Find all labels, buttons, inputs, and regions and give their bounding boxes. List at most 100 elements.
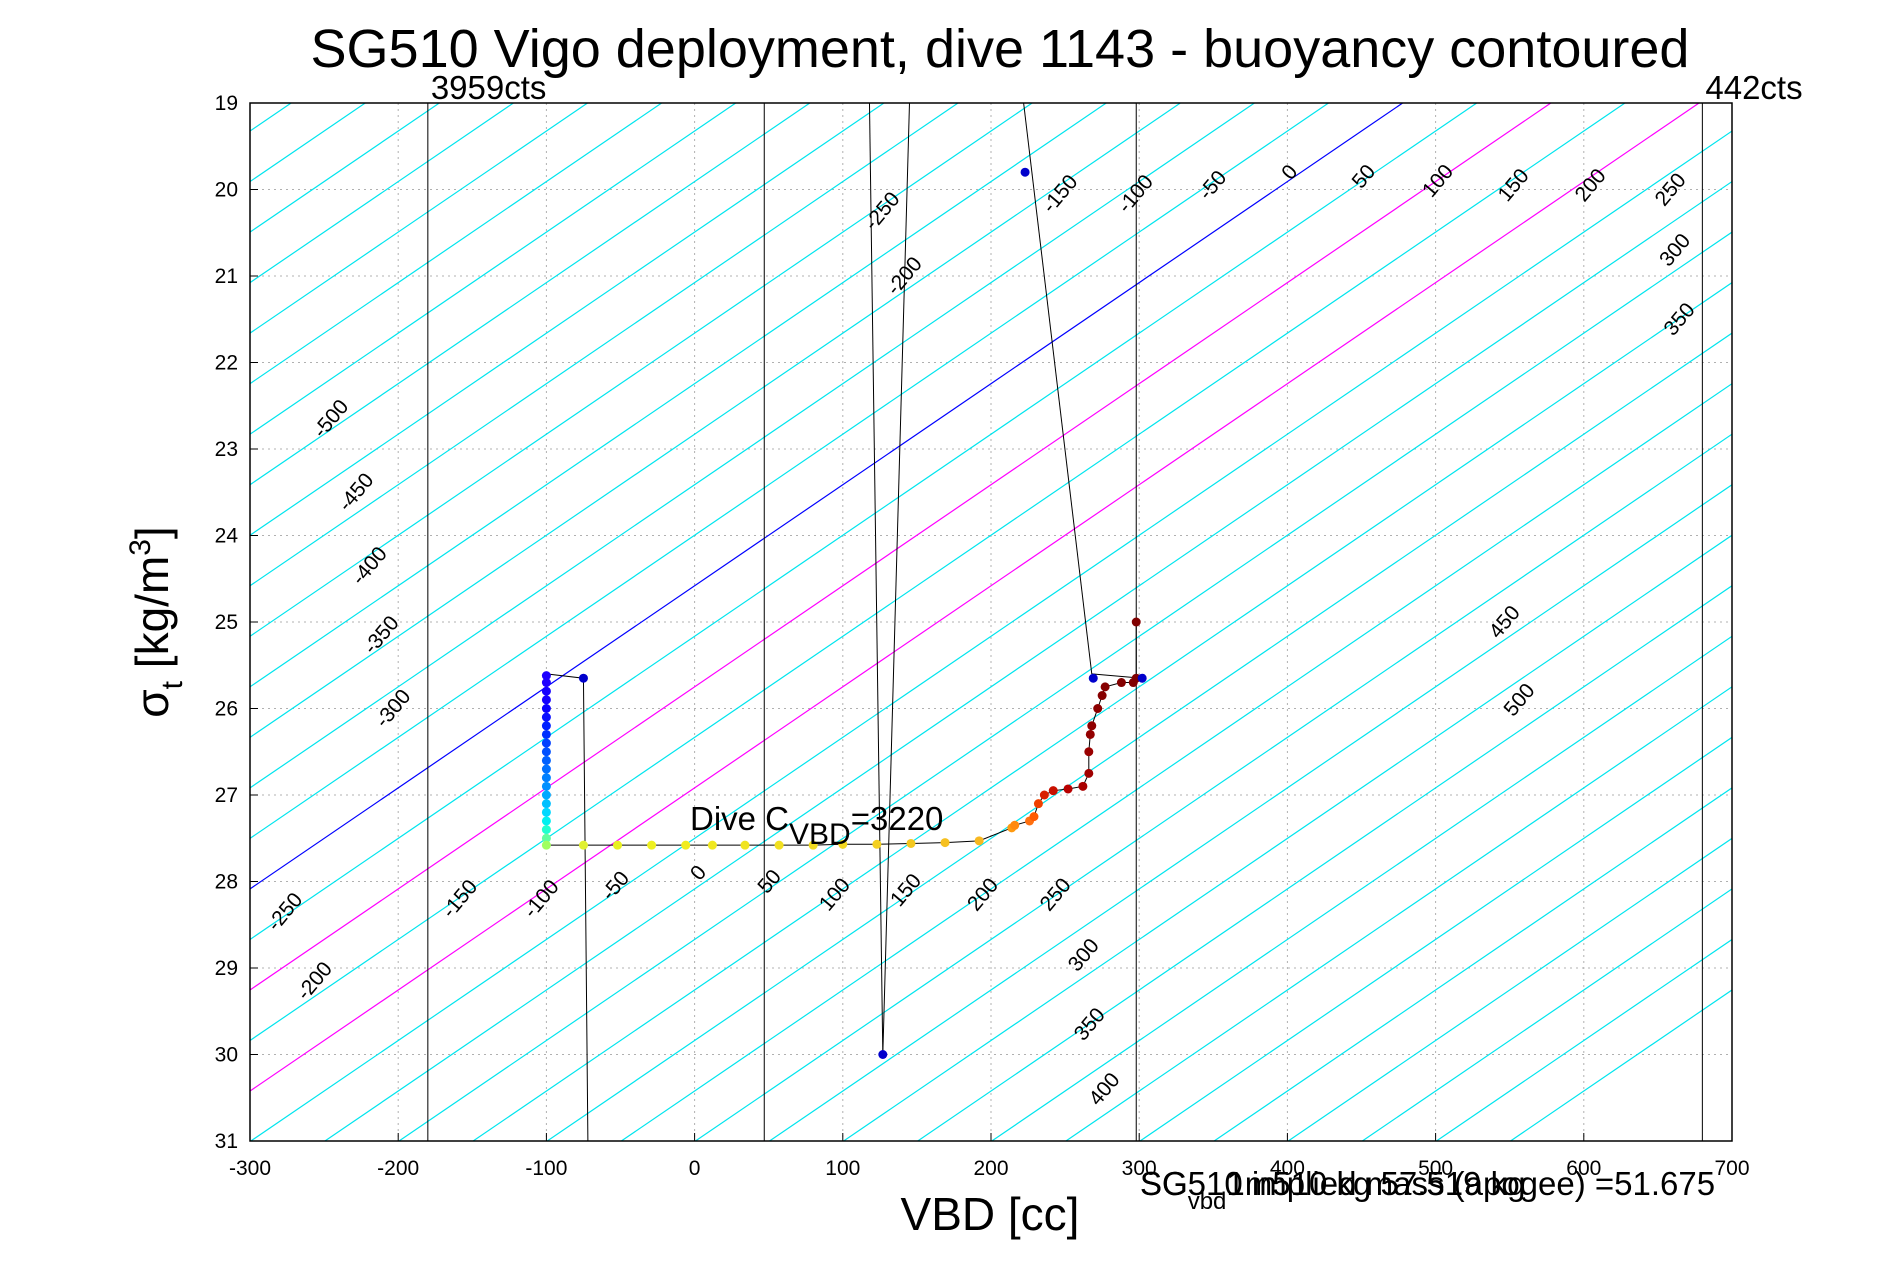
contour-line-250 bbox=[250, 130, 1732, 1141]
x-tick-label: 500 bbox=[1418, 1157, 1453, 1180]
y-label-sigma: σ bbox=[126, 689, 178, 717]
x-tick-label: 300 bbox=[1122, 1157, 1157, 1180]
contour-line-400 bbox=[472, 281, 1732, 1141]
dive-c-value: =3220 bbox=[851, 800, 944, 837]
contour-line-950 bbox=[1287, 837, 1732, 1141]
contour-line--550 bbox=[250, 103, 588, 334]
svg-text:σt [kg/m3]: σt [kg/m3] bbox=[124, 526, 189, 717]
data-point bbox=[1085, 729, 1095, 739]
data-point bbox=[541, 729, 551, 739]
buoyancy-contours bbox=[250, 103, 1732, 1141]
y-tick-label: 25 bbox=[215, 611, 238, 634]
implied-mass-text: SG510 implied mass (apogee) =51.675 bbox=[1140, 1165, 1715, 1202]
x-tick-label: -300 bbox=[229, 1157, 271, 1180]
y-label-end: ] bbox=[126, 526, 178, 539]
data-point bbox=[1078, 781, 1088, 791]
y-tick-label: 24 bbox=[215, 525, 239, 548]
vbd-mass-sub: vbd bbox=[1188, 1188, 1227, 1215]
data-point bbox=[1039, 790, 1049, 800]
y-tick-label: 22 bbox=[215, 352, 238, 375]
x-tick-label: 400 bbox=[1270, 1157, 1305, 1180]
contour-line-550 bbox=[695, 433, 1732, 1141]
contour-line-900 bbox=[1213, 787, 1732, 1141]
data-point bbox=[1010, 820, 1020, 830]
count-labels: 3959cts 442cts bbox=[431, 69, 1803, 106]
contour-line--450 bbox=[250, 103, 737, 435]
dive-c-sub: VBD bbox=[789, 818, 851, 851]
contour-line-500 bbox=[620, 382, 1732, 1141]
x-tick-label: -100 bbox=[525, 1157, 567, 1180]
data-point bbox=[1084, 747, 1094, 757]
data-point bbox=[1048, 786, 1058, 796]
data-point bbox=[878, 1050, 888, 1059]
vbd-mass-end: 1m510 kg 57.519 kg bbox=[1226, 1165, 1525, 1202]
contour-line-800 bbox=[1065, 686, 1732, 1141]
data-point bbox=[940, 838, 950, 848]
vbd-mass-main: SG bbox=[1140, 1165, 1188, 1202]
data-point bbox=[707, 840, 717, 850]
contour-line-350 bbox=[398, 231, 1732, 1141]
data-point bbox=[1093, 704, 1103, 713]
y-label-sub: t bbox=[156, 680, 189, 689]
y-tick-label: 21 bbox=[215, 265, 238, 288]
x-tick-label: 0 bbox=[689, 1157, 701, 1180]
track-segment-0 bbox=[868, 103, 884, 1055]
track-segment-2 bbox=[1023, 103, 1093, 674]
data-point bbox=[774, 840, 784, 850]
data-point bbox=[578, 673, 588, 683]
y-tick-label: 31 bbox=[215, 1130, 238, 1153]
contour-line-50 bbox=[250, 103, 1478, 941]
contour-line-1000 bbox=[1361, 888, 1732, 1141]
y-tick-label: 28 bbox=[215, 871, 238, 894]
dive-c-annotation: Dive CVBD=3220 bbox=[690, 800, 943, 851]
track-segment-1 bbox=[882, 103, 910, 1055]
chart-title: SG510 Vigo deployment, dive 1143 - buoya… bbox=[311, 19, 1690, 79]
data-point bbox=[906, 838, 916, 848]
data-point bbox=[1088, 673, 1098, 683]
data-point bbox=[541, 799, 551, 809]
y-tick-label: 23 bbox=[215, 438, 238, 461]
data-point bbox=[1137, 673, 1147, 683]
dive-c-main: Dive C bbox=[690, 800, 789, 837]
contour-line-700 bbox=[917, 585, 1732, 1141]
contour-line-1050 bbox=[1436, 938, 1732, 1141]
data-point bbox=[1087, 721, 1097, 731]
contour-line-200 bbox=[250, 103, 1700, 1092]
x-tick-label: 100 bbox=[825, 1157, 860, 1180]
x-tick-label: 200 bbox=[973, 1157, 1008, 1180]
data-point bbox=[541, 840, 551, 850]
data-point bbox=[578, 840, 588, 850]
data-point bbox=[1020, 167, 1030, 177]
contour-line-150 bbox=[250, 103, 1626, 1042]
data-point bbox=[541, 755, 551, 765]
data-point bbox=[1063, 784, 1073, 794]
contour-line--100 bbox=[250, 103, 1255, 789]
contour-line-750 bbox=[991, 635, 1732, 1141]
contour-line-300 bbox=[324, 180, 1732, 1141]
vbd-mass-text: SGvbd1m510 kg 57.519 kg bbox=[1140, 1165, 1525, 1215]
y-label-sup: 3 bbox=[124, 539, 157, 556]
contour-line--150 bbox=[250, 103, 1181, 739]
data-point bbox=[838, 839, 848, 849]
contour-line--500 bbox=[250, 103, 662, 385]
contour-line-0 bbox=[250, 103, 1403, 890]
contour-line--400 bbox=[250, 103, 811, 486]
x-tick-label: 600 bbox=[1566, 1157, 1601, 1180]
data-point bbox=[541, 833, 551, 843]
data-point bbox=[541, 671, 551, 681]
contour-line-650 bbox=[843, 534, 1732, 1141]
data-point bbox=[541, 704, 551, 713]
contour-line--350 bbox=[250, 103, 885, 536]
data-point bbox=[1029, 812, 1039, 822]
contour-line-850 bbox=[1139, 736, 1732, 1141]
data-point bbox=[872, 839, 882, 849]
data-point bbox=[1097, 691, 1107, 701]
y-tick-label: 29 bbox=[215, 957, 238, 980]
y-tick-label: 27 bbox=[215, 784, 238, 807]
contour-line--300 bbox=[250, 103, 959, 587]
data-point bbox=[613, 840, 623, 850]
data-point bbox=[541, 825, 551, 835]
data-point bbox=[1100, 682, 1110, 692]
y-tick-label: 19 bbox=[215, 92, 238, 115]
